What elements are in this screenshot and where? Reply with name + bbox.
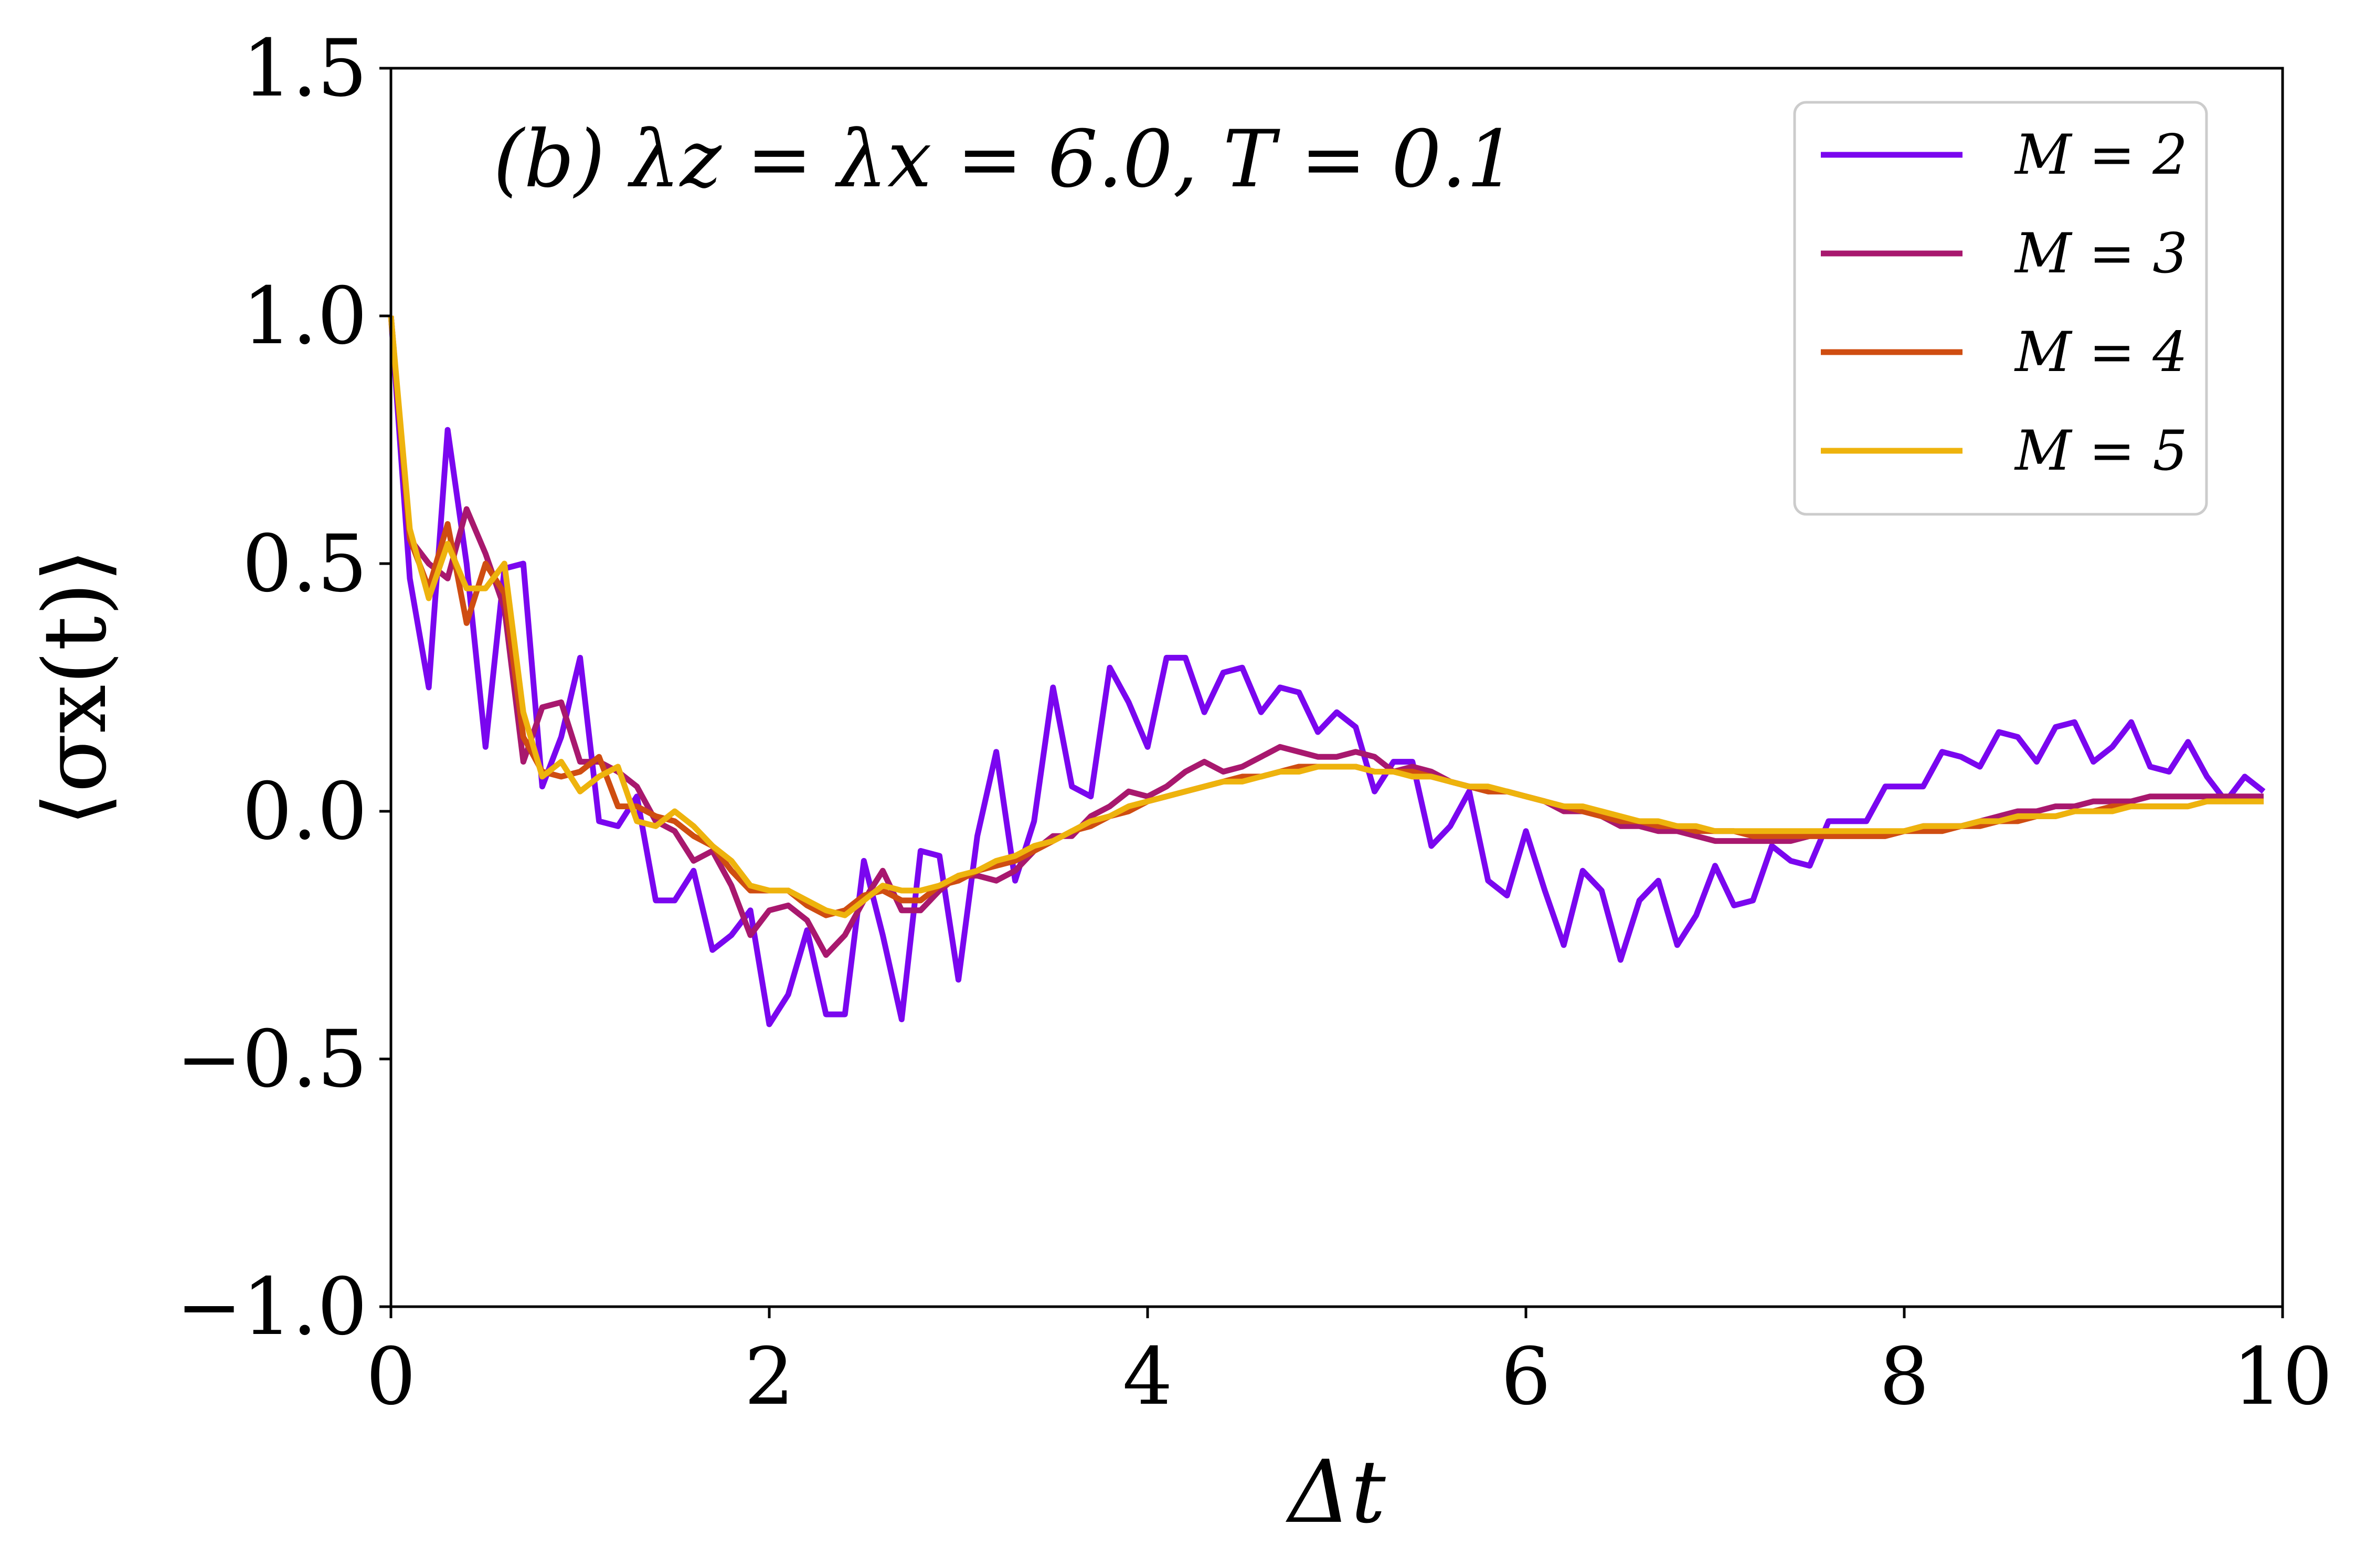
series-line-m5: [388, 315, 2264, 918]
x-tick-label: 0: [366, 1331, 416, 1423]
legend-label-m5: M = 5: [2014, 419, 2188, 483]
legend-entries: M = 2 M = 3 M = 4 M = 5: [1821, 123, 2188, 483]
x-tick-label: 8: [1879, 1331, 1929, 1423]
y-tick-label: −1.0: [176, 1262, 367, 1353]
y-axis-label: ⟨σx(t)⟩: [25, 548, 125, 826]
legend-label-m3: M = 3: [2014, 221, 2188, 285]
y-tick-label: 0.5: [242, 518, 367, 610]
legend-box: [1793, 101, 2208, 516]
x-tick-label: 6: [1501, 1331, 1551, 1423]
chart-annotation: (b) λz = λx = 6.0, T = 0.1: [493, 114, 1516, 205]
legend: M = 2 M = 3 M = 4 M = 5: [1793, 101, 2208, 516]
y-tick-label: −0.5: [176, 1014, 367, 1105]
y-tick-label: 1.0: [242, 271, 367, 362]
series-line-m2: [388, 315, 2266, 1027]
axis-ticks: 0 2 4 6 8 10 −1.0 −0.5 0.0 0.5 1.0 1.5: [176, 23, 2333, 1423]
axes-frame: [389, 67, 2284, 1308]
x-axis-label: Δt: [1285, 1442, 1386, 1542]
x-tick-label: 10: [2233, 1331, 2333, 1423]
y-tick-label: 1.5: [242, 23, 367, 114]
x-tick-label: 4: [1122, 1331, 1172, 1423]
legend-label-m2: M = 2: [2014, 123, 2188, 187]
plot-lines: [388, 315, 2266, 1027]
legend-label-m4: M = 4: [2014, 320, 2188, 384]
y-tick-label: 0.0: [242, 766, 367, 857]
x-tick-label: 2: [744, 1331, 794, 1423]
